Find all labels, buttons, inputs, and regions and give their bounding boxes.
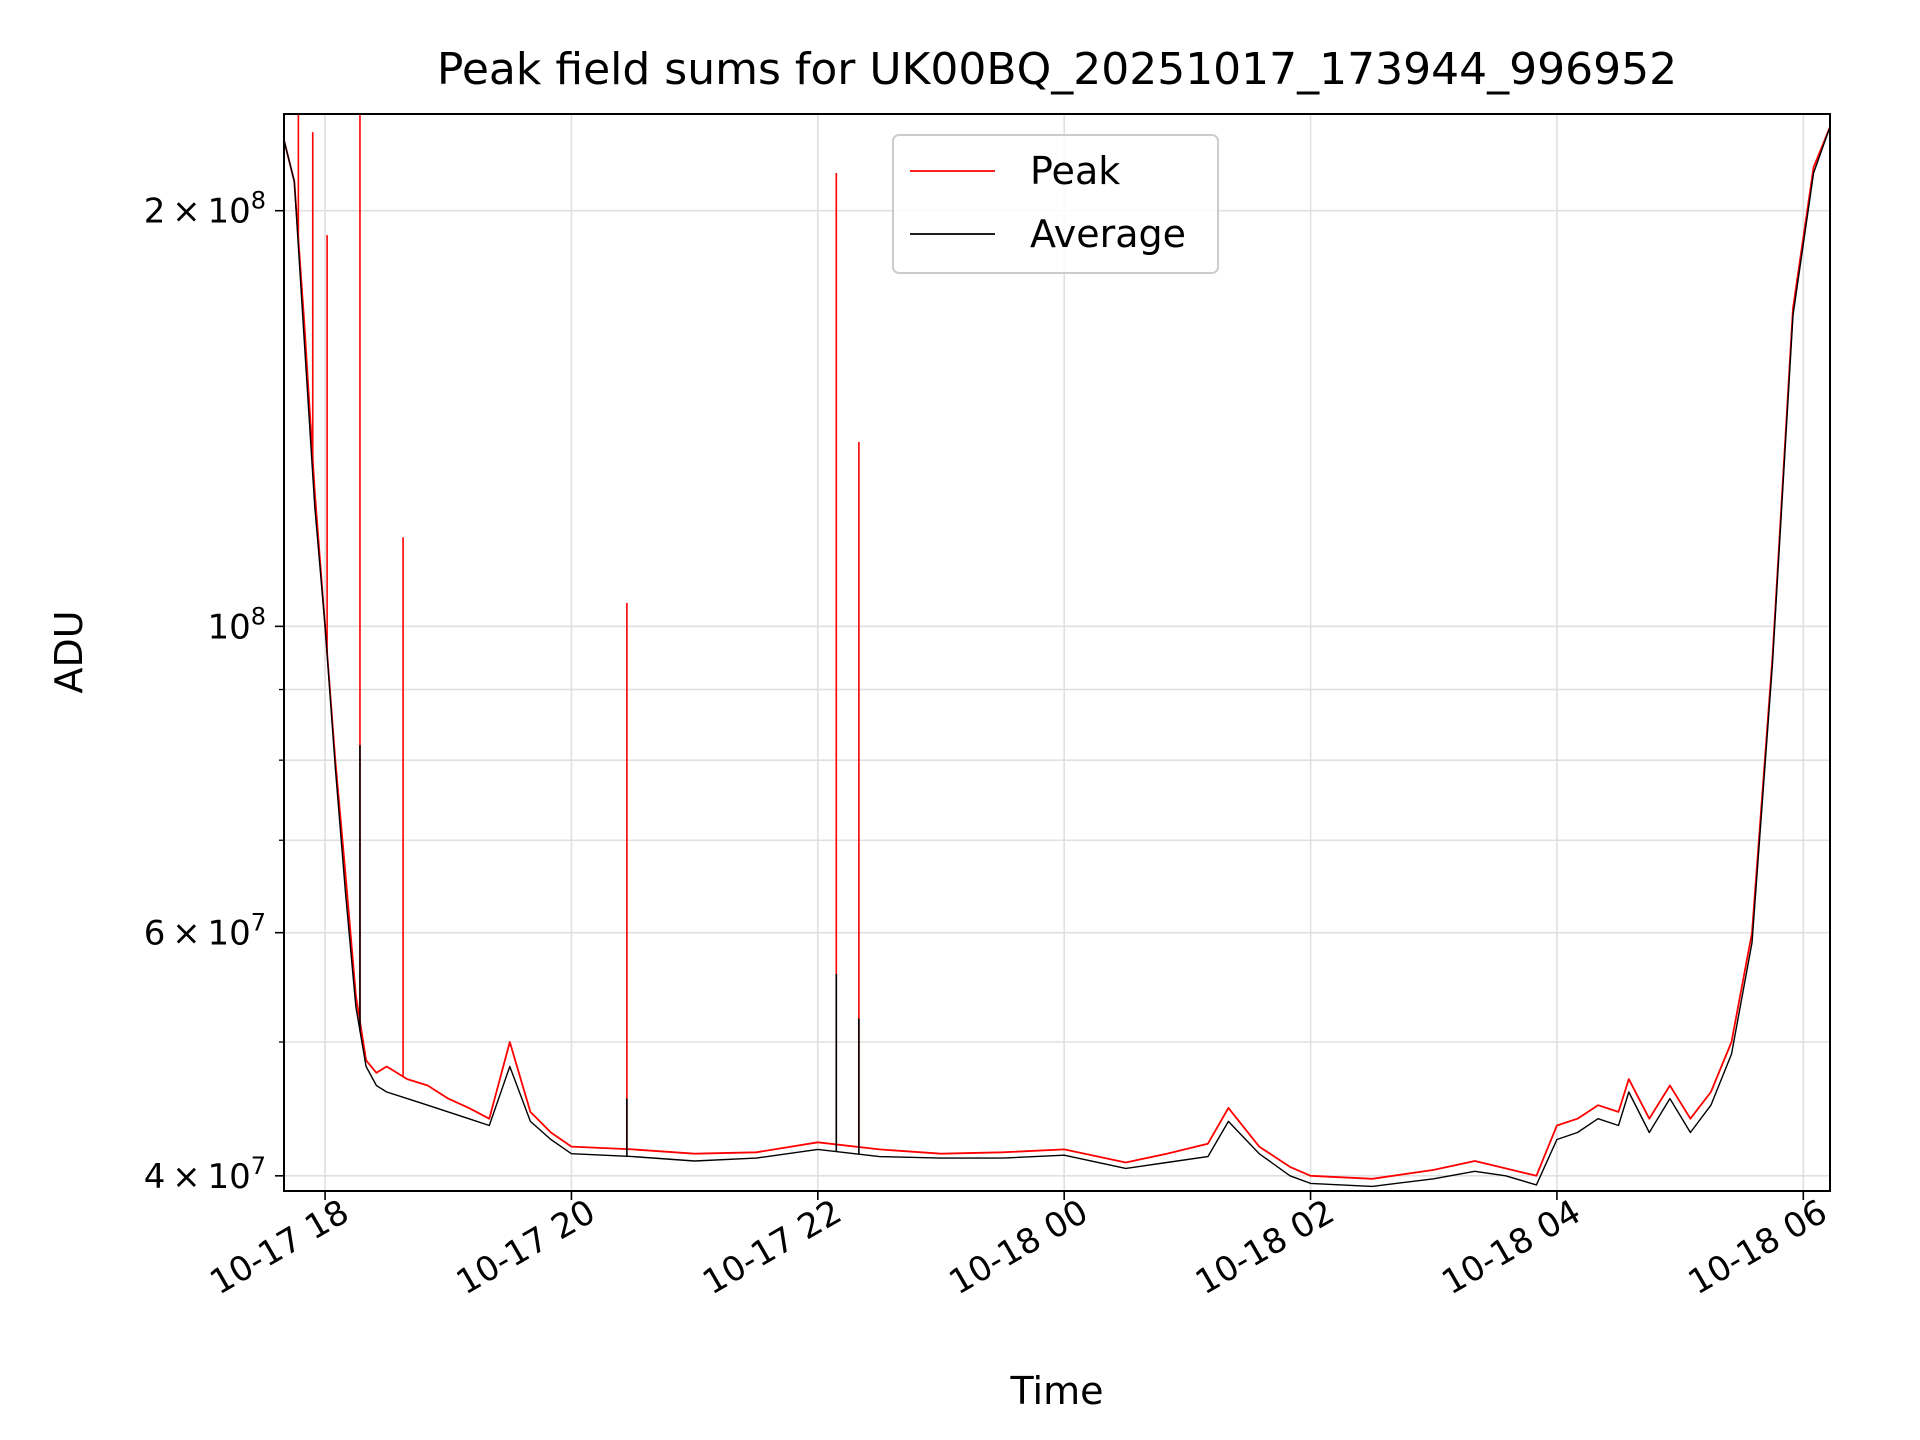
series-layer	[284, 114, 1830, 1188]
y-tick-label: 2 × 108	[144, 187, 266, 232]
y-tick-label: 108	[207, 602, 266, 647]
plot-frame	[283, 113, 1831, 1192]
legend-average-label: Average	[1030, 212, 1186, 256]
legend-box	[892, 134, 1219, 274]
chart-title: Peak field sums for UK00BQ_20251017_1739…	[437, 44, 1677, 95]
y-tick-label: 4 × 107	[144, 1152, 266, 1197]
peak-series-line	[284, 126, 1830, 1180]
x-axis-label: Time	[1010, 1369, 1104, 1413]
y-axis-label: ADU	[47, 610, 91, 693]
legend: Peak Average	[892, 134, 1219, 274]
average-series-line	[284, 126, 1830, 1188]
legend-peak-label: Peak	[1030, 149, 1120, 193]
y-tick-label: 6 × 107	[144, 909, 266, 954]
y-axis: 4 × 107 6 × 107 108 2 × 108	[144, 187, 284, 1197]
